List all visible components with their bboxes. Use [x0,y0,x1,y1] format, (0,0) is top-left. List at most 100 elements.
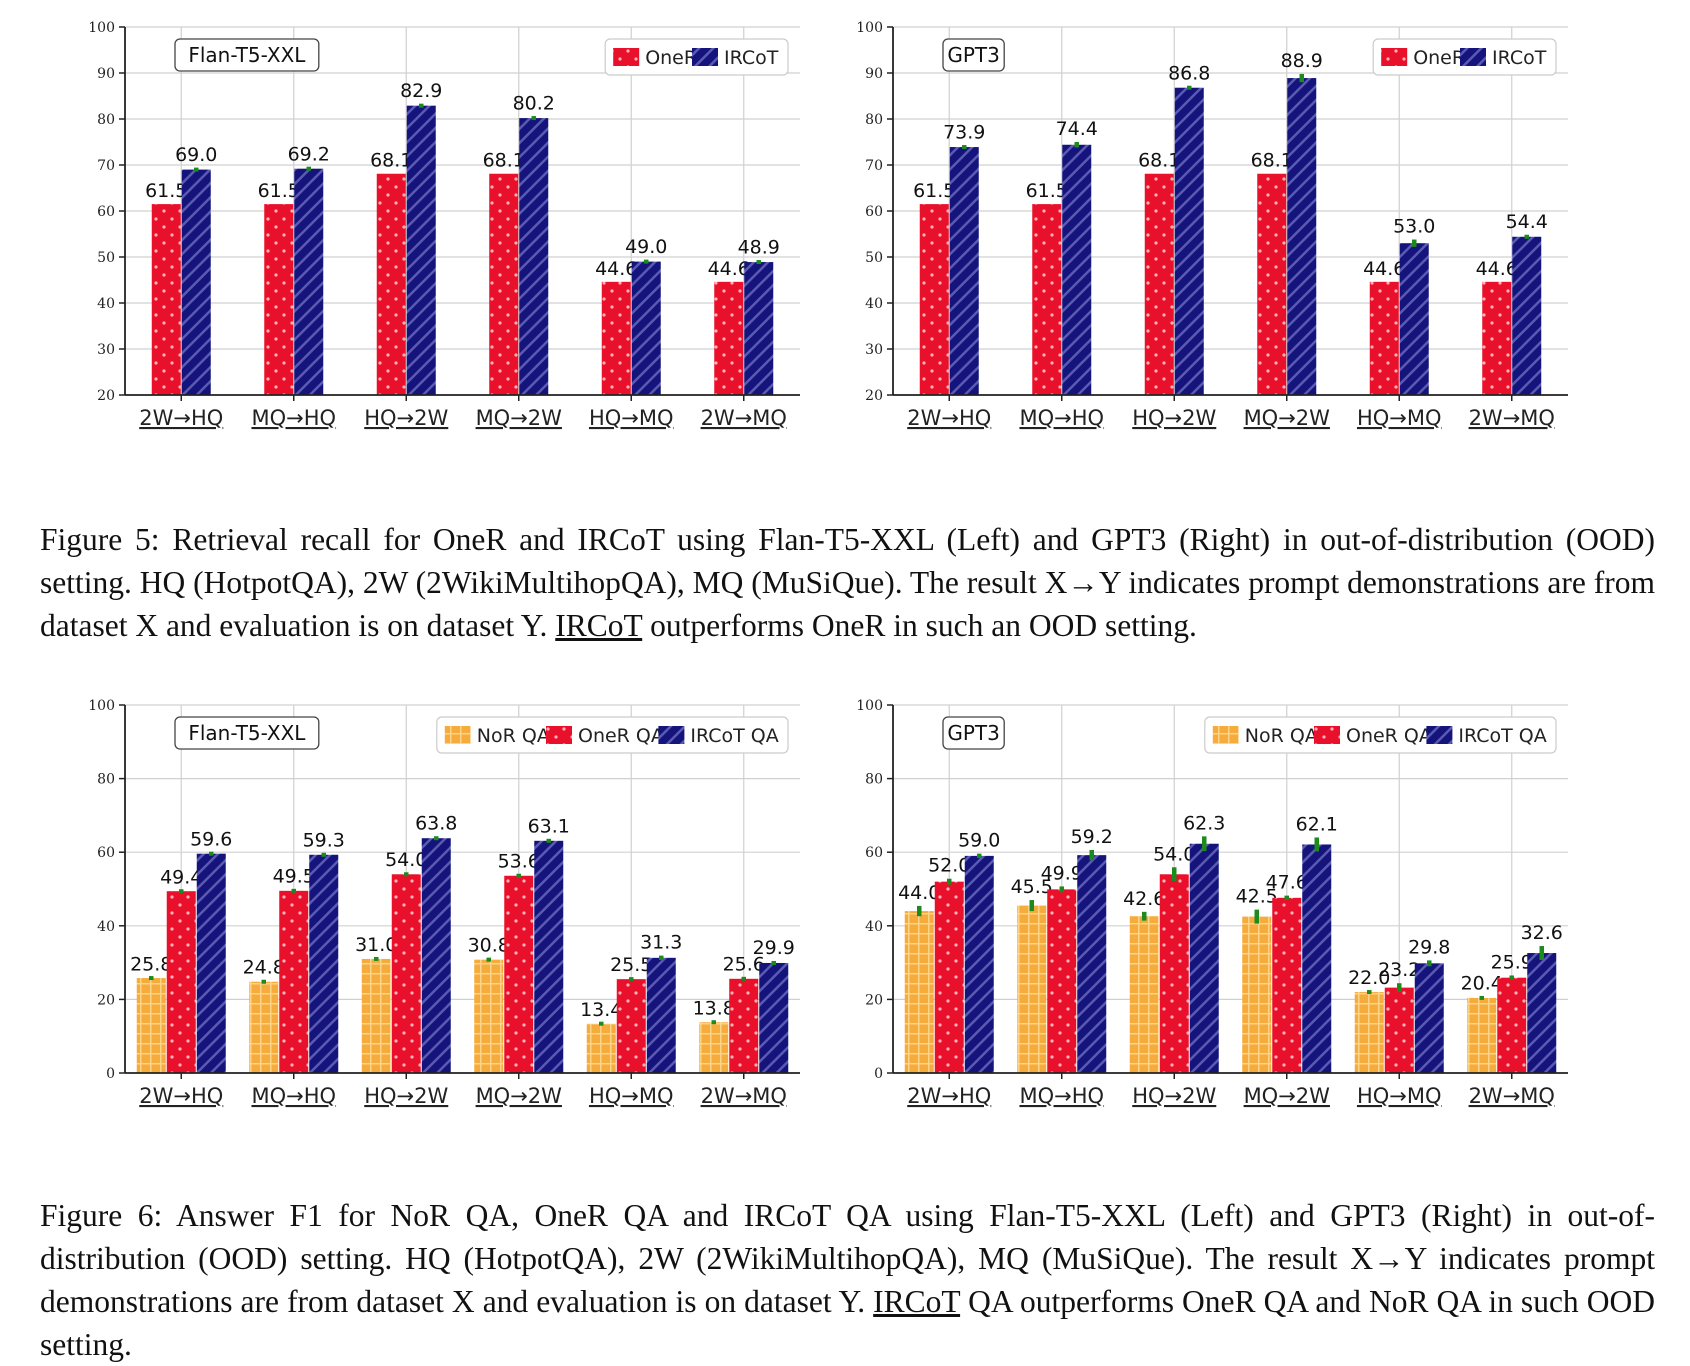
figure-6-caption: Figure 6: Answer F1 for NoR QA, OneR QA … [40,1194,1655,1366]
legend-label: IRCoT QA [1458,725,1546,747]
model-label-box [174,716,320,750]
bar-ircot [1174,87,1204,395]
model-label-text: GPT3 [947,43,1000,67]
legend-swatch-oner [1314,726,1340,744]
bar-value-label: 63.8 [415,813,457,835]
bar-ircot [1414,963,1444,1073]
y-tick-label: 80 [97,112,115,128]
bar-ircot [1062,144,1092,395]
model-label-box [174,38,320,72]
bar-nor [586,1023,616,1073]
bar-oner [391,874,421,1073]
bar-ircot [1189,843,1219,1073]
bar-oner [1482,281,1512,395]
bar-oner [1272,897,1302,1073]
bar-ircot [744,262,774,395]
bar-value-label: 63.1 [528,815,570,837]
model-label-text: Flan-T5-XXL [188,43,306,67]
bar-value-label: 31.0 [355,934,397,956]
bar-ircot [1512,236,1542,395]
legend-label: OneR [1413,47,1465,69]
bar-value-label: 24.8 [243,956,285,978]
y-tick-label: 40 [97,296,115,312]
bar-value-label: 59.3 [303,830,345,852]
bar-oner [934,881,964,1073]
y-tick-label: 70 [865,158,883,174]
y-tick-label: 30 [97,342,115,358]
bar-value-label: 44.6 [1476,258,1518,280]
series-oner: 49.4 49.5 54.0 53.6 25.5 25.6 [160,849,765,1073]
bar-ircot [1399,243,1429,395]
grid [893,704,1568,1074]
bar-oner [1257,173,1287,395]
y-tick-label: 20 [865,992,883,1008]
grid [125,26,800,396]
bar-value-label: 49.0 [625,236,667,258]
bar-value-label: 59.6 [190,829,232,851]
bar-nor [361,958,391,1073]
bar-ircot [1302,844,1332,1073]
bar-oner [1497,977,1527,1073]
legend-label: IRCoT [1492,47,1547,69]
legend-swatch-ircot [658,726,685,744]
bar-value-label: 61.5 [913,180,955,202]
bar-value-label: 68.1 [483,150,525,172]
series-ircot: 59.6 59.3 63.8 63.1 31.3 29.9 [190,813,795,1073]
model-label: Flan-T5-XXL [174,38,320,72]
bar-value-label: 44.6 [595,258,637,280]
bar-value-label: 42.6 [1123,888,1165,910]
bar-value-label: 68.1 [1251,150,1293,172]
bar-value-label: 30.8 [468,935,510,957]
bar-value-label: 61.5 [145,180,187,202]
x-tick-label: 2W→HQ [907,406,991,430]
bar-value-label: 59.2 [1071,826,1113,848]
bar-oner [376,173,406,395]
y-tick-label: 80 [865,112,883,128]
legend-label: OneR [645,47,697,69]
bar-value-label: 20.4 [1461,972,1503,994]
x-tick-label: MQ→HQ [1019,1084,1104,1108]
bar-value-label: 54.0 [1153,843,1195,865]
legend-label: NoR QA [477,725,550,747]
bar-ircot [421,838,451,1073]
x-tick-label: HQ→MQ [589,406,674,430]
bar-ircot [534,840,564,1073]
y-tick-label: 40 [865,296,883,312]
bar-ircot [519,118,549,395]
bar-nor [1467,997,1497,1073]
y-tick-label: 80 [865,772,883,788]
legend-swatch-oner [1381,48,1408,66]
y-tick-label: 40 [865,919,883,935]
bar-value-label: 88.9 [1281,50,1323,72]
legend-swatch-ircot [1460,48,1486,66]
y-tick-label: 90 [97,66,115,82]
bar-nor [249,981,279,1073]
bar-value-label: 68.1 [370,150,412,172]
bar-value-label: 47.6 [1266,872,1308,894]
bar-oner [166,891,196,1073]
bar-value-label: 61.5 [258,180,300,202]
series-nor: 44.0 45.5 42.6 42.5 22.0 20.4 [898,876,1503,1073]
y-tick-label: 90 [865,66,883,82]
y-tick-label: 70 [97,158,115,174]
bar-nor [474,959,504,1073]
x-tick-label: MQ→2W [476,406,563,430]
bar-value-label: 49.5 [273,866,315,888]
bar-nor [699,1022,729,1073]
bar-oner [489,173,519,395]
bar-ircot [964,855,994,1073]
y-tick-label: 50 [865,250,883,266]
bar-value-label: 25.6 [723,953,765,975]
bar-oner [151,204,181,395]
x-tick-label: 2W→MQ [701,1084,787,1108]
bar-oner [1384,987,1414,1073]
bar-ircot [1287,78,1317,395]
bar-value-label: 29.8 [1408,936,1450,958]
bar-value-label: 13.4 [580,999,622,1021]
legend-label: NoR QA [1245,725,1318,747]
bar-ircot [1077,855,1107,1073]
bar-value-label: 13.8 [693,997,735,1019]
model-label-box [942,716,1005,750]
legend-swatch-ircot [1426,726,1453,744]
